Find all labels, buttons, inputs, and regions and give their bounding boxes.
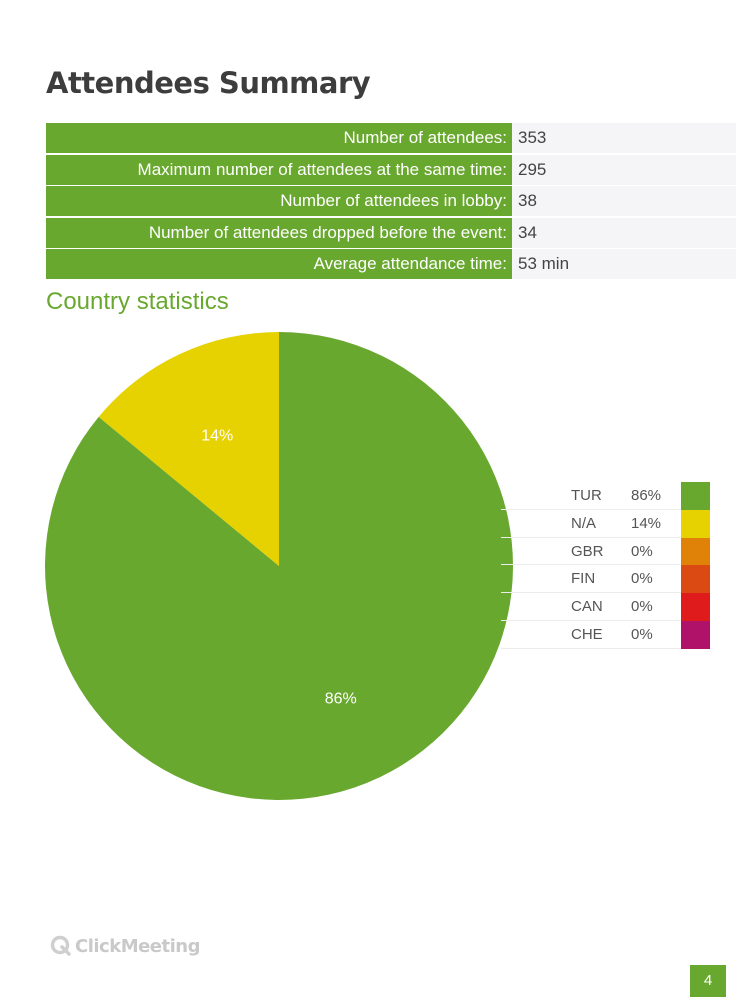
summary-value: 34: [512, 217, 736, 248]
summary-value: 38: [512, 186, 736, 217]
summary-value: 353: [512, 123, 736, 153]
summary-value: 295: [512, 154, 736, 185]
legend-value: 0%: [631, 598, 653, 616]
legend-swatch: [681, 482, 710, 510]
country-pie-chart: 86% 14%: [45, 332, 513, 800]
clickmeeting-logo: ClickMeeting: [50, 935, 201, 957]
legend-item: GBR 0%: [501, 537, 710, 566]
summary-row: Number of attendees: 353: [46, 123, 736, 153]
legend-value: 0%: [631, 542, 653, 560]
legend-value: 0%: [631, 625, 653, 643]
page-number: 4: [690, 965, 726, 997]
summary-value: 53 min: [512, 249, 736, 280]
pie-slice-na: [98, 332, 279, 566]
legend-swatch: [681, 537, 710, 566]
legend-item: CAN 0%: [501, 593, 710, 621]
summary-label: Number of attendees in lobby:: [46, 186, 512, 217]
legend-label: TUR: [571, 487, 602, 504]
summary-row: Maximum number of attendees at the same …: [46, 154, 736, 185]
legend-label: FIN: [571, 570, 596, 588]
legend-swatch: [681, 509, 710, 538]
legend-value: 86%: [631, 487, 662, 504]
summary-row: Number of attendees in lobby: 38: [46, 186, 736, 217]
summary-row: Number of attendees dropped before the e…: [46, 217, 736, 248]
legend-swatch: [681, 565, 710, 594]
summary-table: Number of attendees: 353 Maximum number …: [46, 123, 736, 281]
legend-item: CHE 0%: [501, 620, 710, 649]
section-title: Country statistics: [46, 288, 229, 315]
legend-swatch: [681, 593, 710, 621]
summary-label: Number of attendees dropped before the e…: [46, 217, 512, 248]
pie-slice-label: 86%: [325, 690, 357, 707]
legend-value: 0%: [631, 570, 653, 588]
summary-label: Maximum number of attendees at the same …: [46, 154, 512, 185]
legend-label: CHE: [571, 625, 603, 643]
clickmeeting-logo-icon: [50, 935, 71, 956]
summary-label: Average attendance time:: [46, 249, 512, 280]
legend-item: FIN 0%: [501, 565, 710, 594]
summary-row: Average attendance time: 53 min: [46, 249, 736, 280]
legend-label: CAN: [571, 598, 603, 616]
logo-text: ClickMeeting: [75, 935, 201, 957]
pie-slice-label: 14%: [201, 428, 233, 445]
summary-label: Number of attendees:: [46, 123, 512, 153]
legend-value: 14%: [631, 514, 662, 532]
legend-swatch: [681, 620, 710, 649]
legend-item: N/A 14%: [501, 509, 710, 538]
legend-label: N/A: [571, 514, 597, 532]
chart-legend: TUR 86% N/A 14% GBR 0% FIN 0% CAN 0% CHE…: [501, 482, 710, 649]
page-title: Attendees Summary: [46, 66, 371, 100]
legend-item: TUR 86%: [501, 482, 710, 510]
legend-label: GBR: [571, 542, 604, 560]
